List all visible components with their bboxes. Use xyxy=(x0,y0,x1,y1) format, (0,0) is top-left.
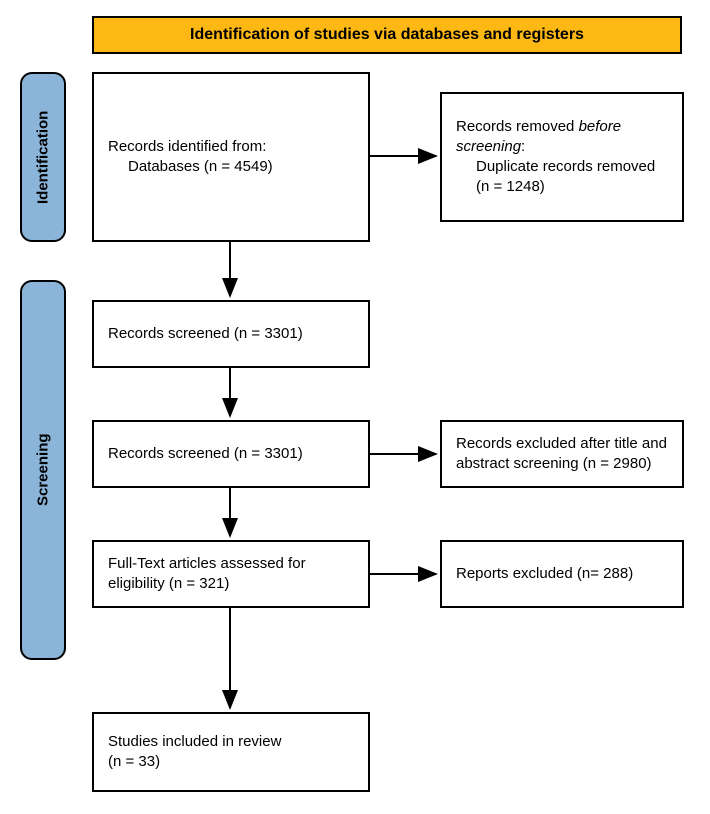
box-excluded-title-abstract: Records excluded after title and abstrac… xyxy=(440,420,684,488)
header-text: Identification of studies via databases … xyxy=(190,26,584,44)
text-line: (n = 1248) xyxy=(456,177,668,197)
text-line: Records identified from: xyxy=(108,137,354,157)
text-line: Databases (n = 4549) xyxy=(108,157,354,177)
text-line: abstract screening (n = 2980) xyxy=(456,454,668,474)
text-line: Records screened (n = 3301) xyxy=(108,324,354,344)
side-label-identification-text: Identification xyxy=(35,110,52,203)
box-records-identified: Records identified from: Databases (n = … xyxy=(92,72,370,242)
text-line: Reports excluded (n= 288) xyxy=(456,564,668,584)
text-line: Records excluded after title and xyxy=(456,434,668,454)
text-line: screening: xyxy=(456,137,668,157)
box-reports-excluded: Reports excluded (n= 288) xyxy=(440,540,684,608)
side-label-identification: Identification xyxy=(20,72,66,242)
box-records-screened-2: Records screened (n = 3301) xyxy=(92,420,370,488)
box-records-screened-1: Records screened (n = 3301) xyxy=(92,300,370,368)
text-line: (n = 33) xyxy=(108,752,354,772)
side-label-screening-text: Screening xyxy=(35,434,52,507)
header-banner: Identification of studies via databases … xyxy=(92,16,682,54)
box-studies-included: Studies included in review (n = 33) xyxy=(92,712,370,792)
side-label-screening: Screening xyxy=(20,280,66,660)
text-line: Studies included in review xyxy=(108,732,354,752)
text-line: Duplicate records removed xyxy=(456,157,668,177)
text-line: Records removed before xyxy=(456,117,668,137)
text-line: Records screened (n = 3301) xyxy=(108,444,354,464)
box-fulltext-assessed: Full-Text articles assessed for eligibil… xyxy=(92,540,370,608)
text-line: Full-Text articles assessed for xyxy=(108,554,354,574)
box-records-removed-before: Records removed before screening: Duplic… xyxy=(440,92,684,222)
text-line: eligibility (n = 321) xyxy=(108,574,354,594)
